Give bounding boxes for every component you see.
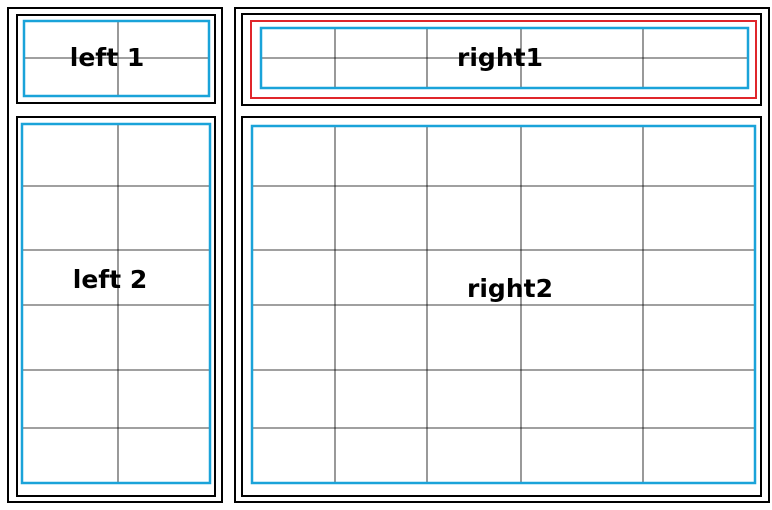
panel-label: left 1 bbox=[70, 43, 144, 72]
cyan-box bbox=[250, 124, 757, 485]
panel-label: left 2 bbox=[73, 265, 147, 294]
red-box bbox=[250, 20, 757, 99]
panel-label: right2 bbox=[467, 274, 553, 303]
panel-frame bbox=[16, 116, 216, 497]
left-column bbox=[7, 7, 223, 503]
panel-frame bbox=[241, 13, 762, 106]
cyan-box bbox=[22, 19, 211, 98]
panel-frame bbox=[16, 14, 216, 104]
cyan-box bbox=[20, 122, 212, 485]
right-1-panel: right1 bbox=[241, 13, 762, 106]
panel-frame bbox=[241, 116, 762, 497]
left-1-panel: left 1 bbox=[16, 14, 216, 104]
panel-label: right1 bbox=[457, 43, 543, 72]
right-column bbox=[234, 7, 770, 503]
left-2-panel: left 2 bbox=[16, 116, 216, 497]
cyan-box bbox=[259, 26, 750, 90]
right-2-panel: right2 bbox=[241, 116, 762, 497]
